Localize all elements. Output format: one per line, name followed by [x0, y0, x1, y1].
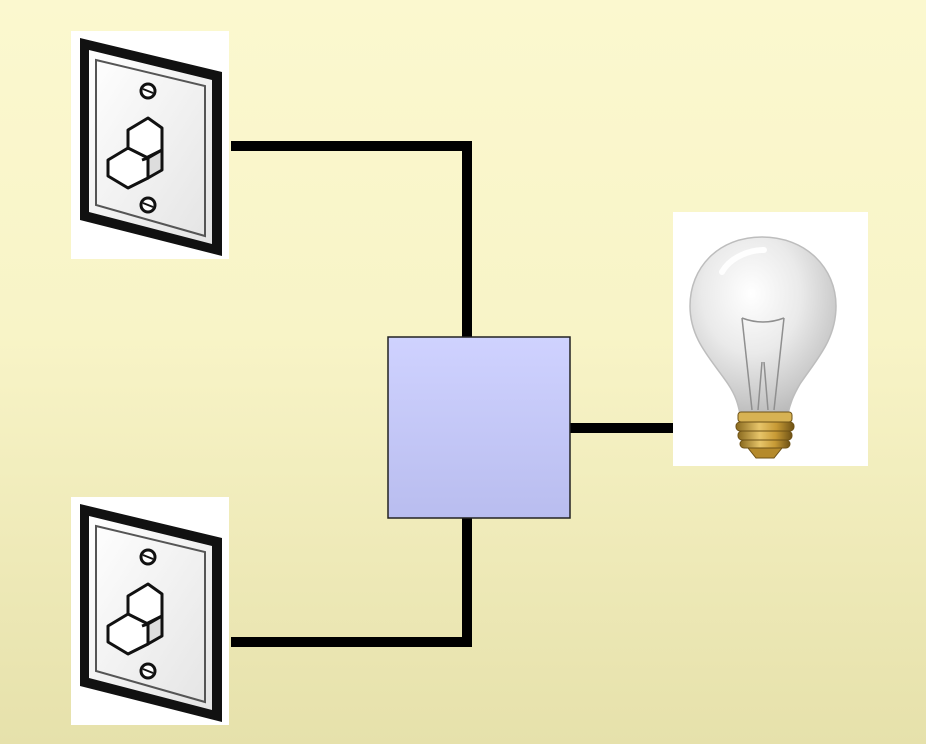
wire-switch-2-to-junction [231, 518, 472, 647]
switch-top[interactable] [71, 31, 229, 259]
toggle-lever-icon[interactable] [106, 582, 164, 656]
junction-box [387, 336, 571, 519]
screw-icon [139, 82, 157, 100]
light-bulb-icon [689, 236, 837, 459]
wire-switch-1-to-junction [231, 141, 472, 337]
toggle-lever-icon[interactable] [106, 116, 164, 190]
screw-icon [139, 548, 157, 566]
screw-icon [139, 196, 157, 214]
switch-top-plate-inner [95, 58, 206, 238]
switch-bottom-plate-inner [95, 524, 206, 704]
screw-icon [139, 662, 157, 680]
light-bulb [673, 212, 868, 466]
switch-bottom[interactable] [71, 497, 229, 725]
